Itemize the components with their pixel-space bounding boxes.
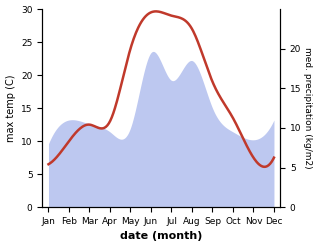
Y-axis label: max temp (C): max temp (C) [5, 74, 16, 142]
X-axis label: date (month): date (month) [120, 231, 203, 242]
Y-axis label: med. precipitation (kg/m2): med. precipitation (kg/m2) [303, 47, 313, 169]
